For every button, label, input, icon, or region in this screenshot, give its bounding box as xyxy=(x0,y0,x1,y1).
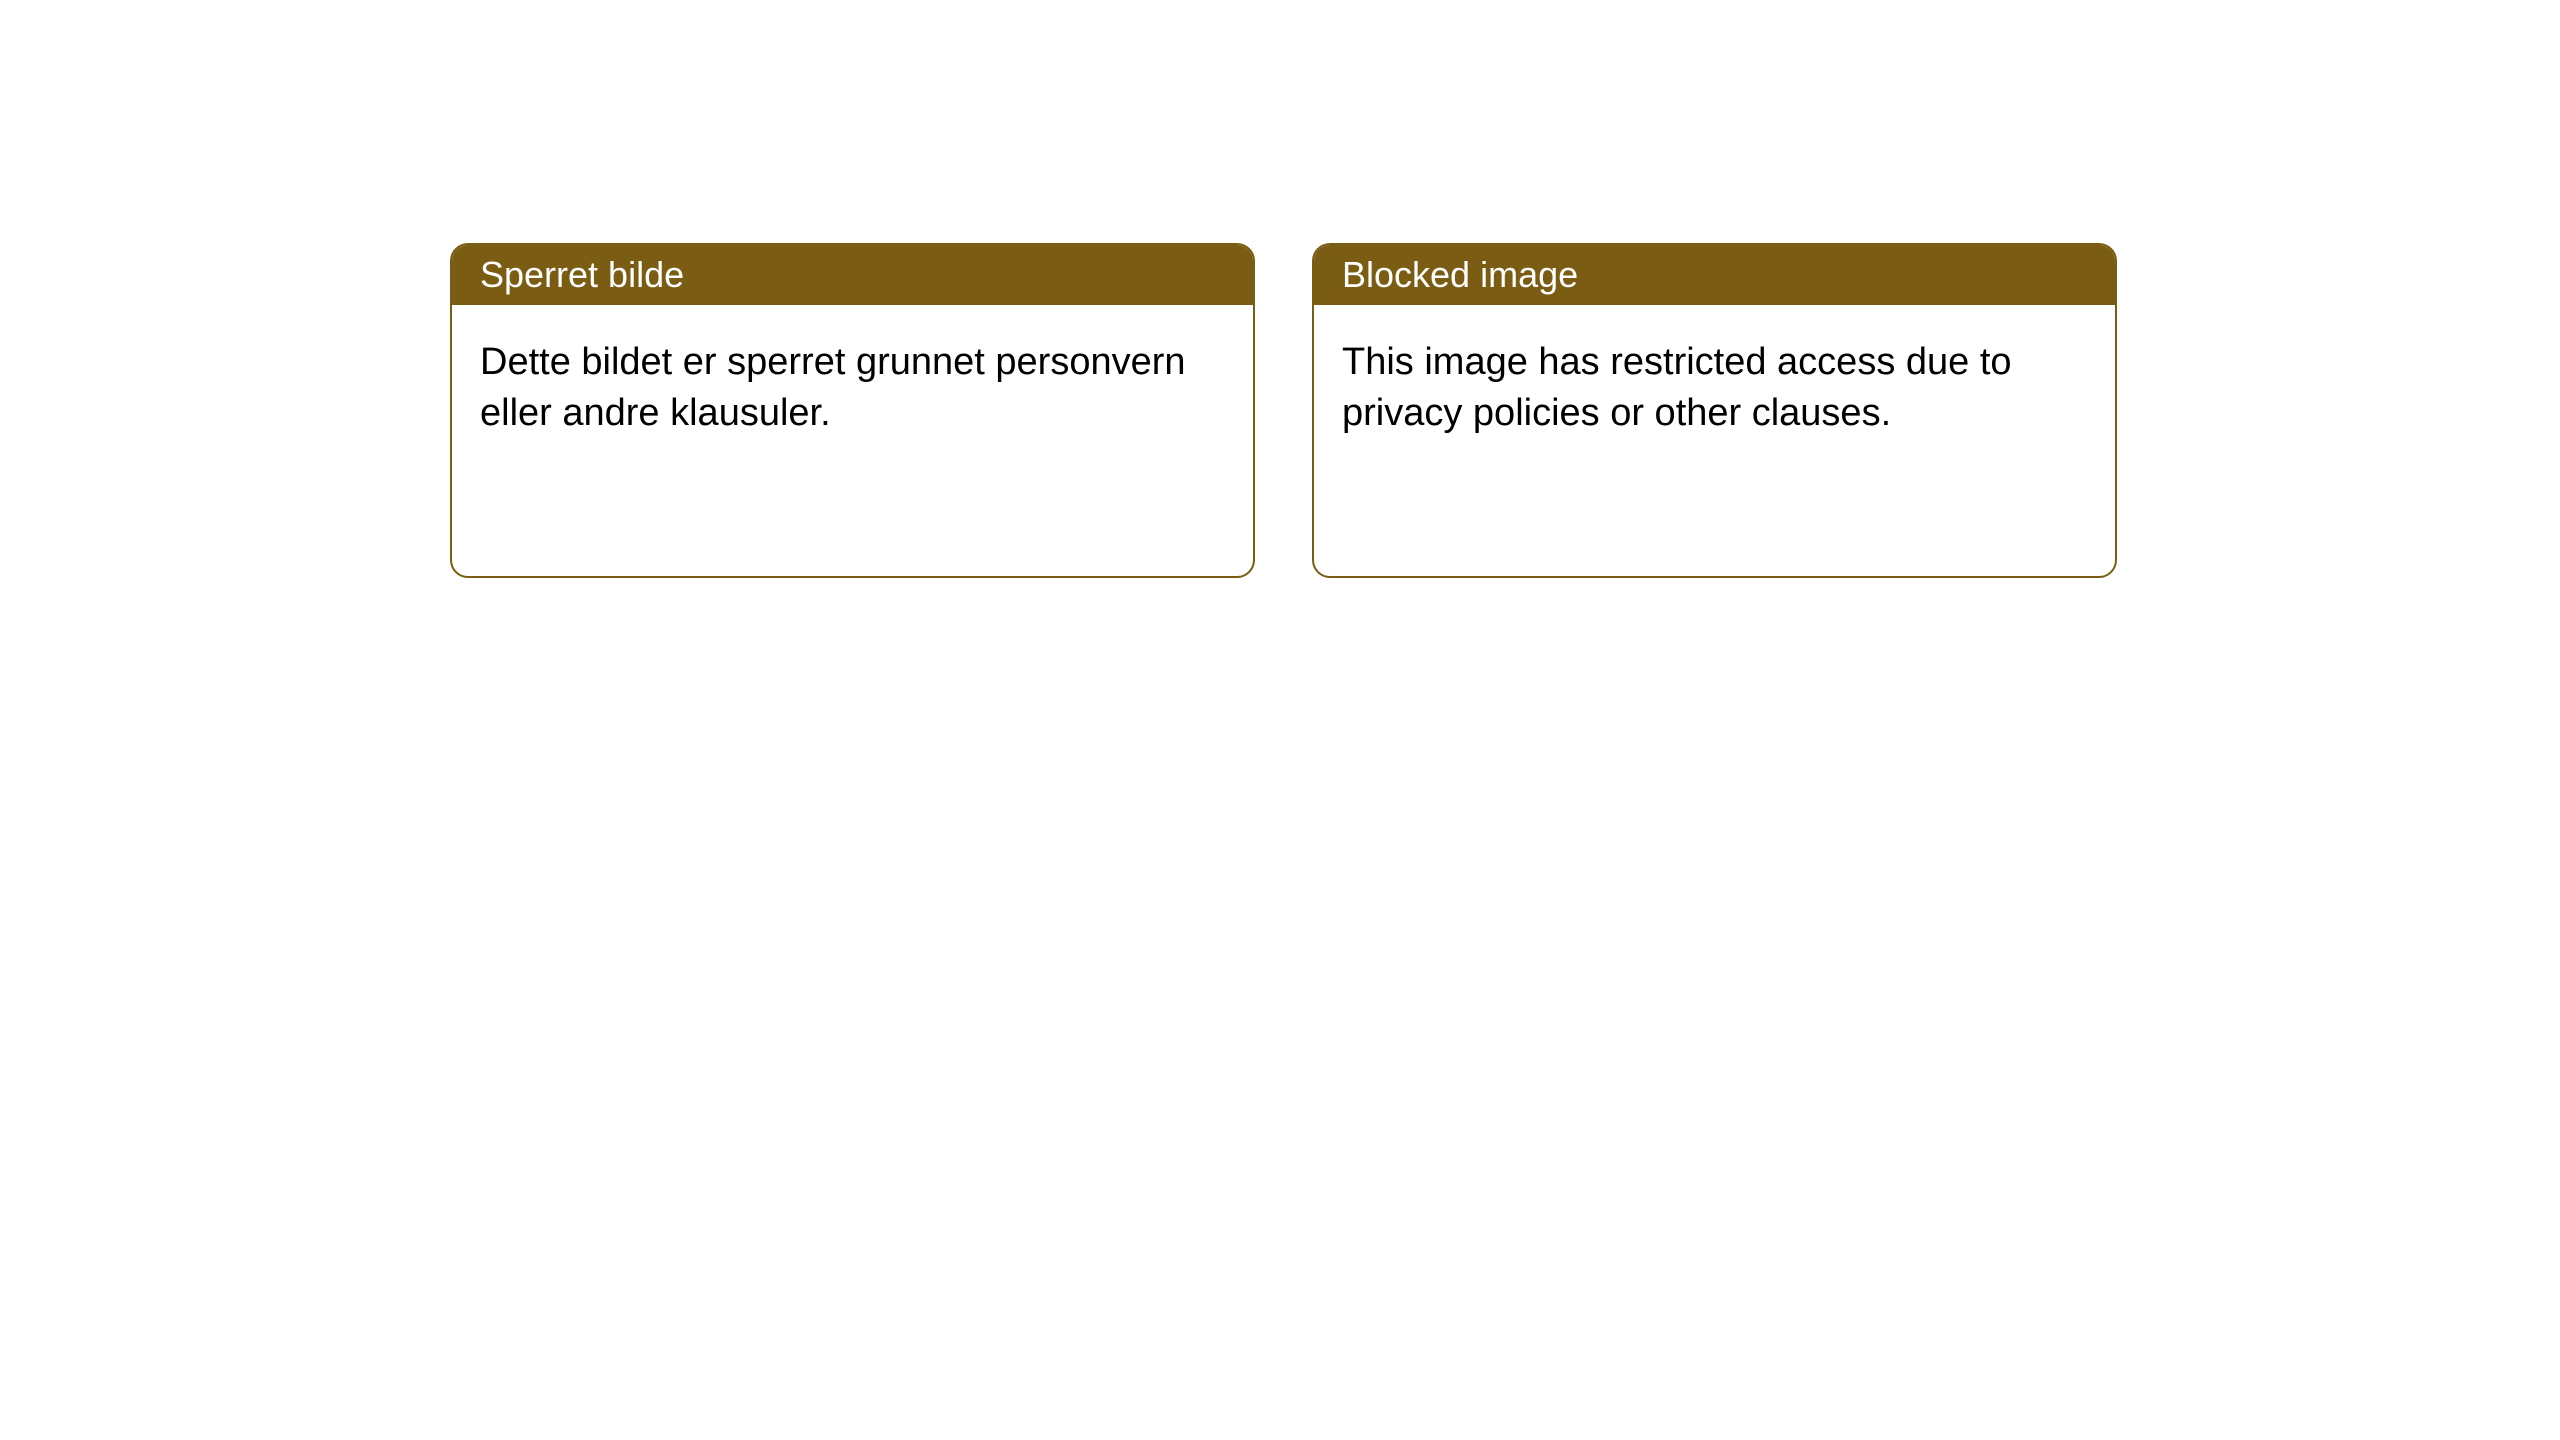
blocked-image-card-en: Blocked image This image has restricted … xyxy=(1312,243,2117,578)
blocked-image-card-no: Sperret bilde Dette bildet er sperret gr… xyxy=(450,243,1255,578)
card-header-en: Blocked image xyxy=(1314,245,2115,305)
card-header-no: Sperret bilde xyxy=(452,245,1253,305)
page-canvas: Sperret bilde Dette bildet er sperret gr… xyxy=(0,0,2560,1440)
card-body-en: This image has restricted access due to … xyxy=(1314,305,2115,440)
card-body-no: Dette bildet er sperret grunnet personve… xyxy=(452,305,1253,440)
